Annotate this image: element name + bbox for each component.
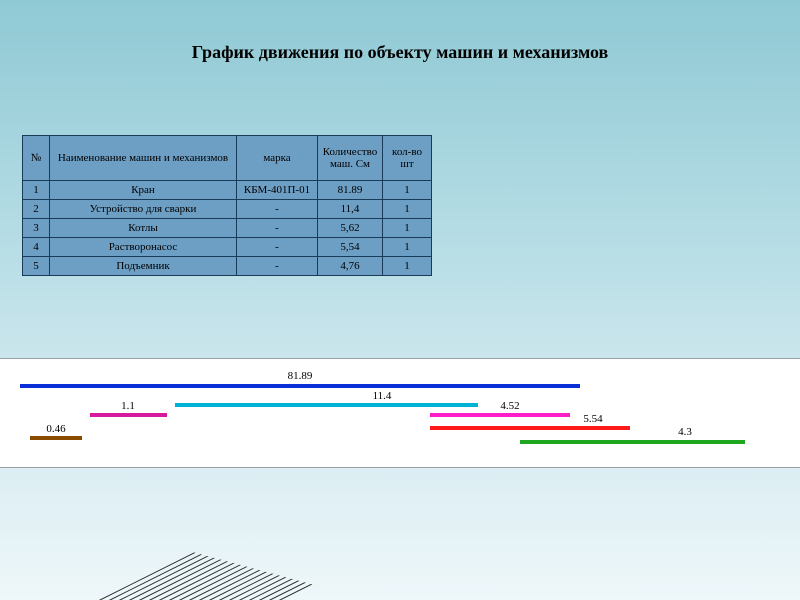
gantt-bar (90, 413, 167, 417)
cell-qty: 11,4 (318, 200, 383, 219)
cell-num: 3 (23, 219, 50, 238)
cell-cnt: 1 (383, 257, 432, 276)
gantt-bar-label: 4.3 (678, 426, 692, 438)
cell-mark: - (237, 200, 318, 219)
gantt-bar-label: 11.4 (373, 390, 392, 402)
cell-mark: КБМ-401П-01 (237, 181, 318, 200)
cell-cnt: 1 (383, 219, 432, 238)
cell-qty: 81.89 (318, 181, 383, 200)
gantt-bar-label: 5.54 (583, 413, 602, 425)
cell-mark: - (237, 219, 318, 238)
cell-num: 5 (23, 257, 50, 276)
table-row: 3 Котлы - 5,62 1 (23, 219, 432, 238)
cell-name: Подъемник (50, 257, 237, 276)
cell-mark: - (237, 257, 318, 276)
cell-num: 2 (23, 200, 50, 219)
cell-qty: 5,62 (318, 219, 383, 238)
cell-name: Устройство для сварки (50, 200, 237, 219)
corner-hatch (0, 500, 370, 600)
page-title: График движения по объекту машин и механ… (0, 42, 800, 63)
gantt-bar-label: 1.1 (121, 400, 135, 412)
gantt-bar-label: 4.52 (500, 400, 519, 412)
col-cnt: кол-во шт (383, 136, 432, 181)
table-row: 5 Подъемник - 4,76 1 (23, 257, 432, 276)
machines-table: № Наименование машин и механизмов марка … (22, 135, 432, 276)
col-qty: Количество маш. См (318, 136, 383, 181)
gantt-bar (30, 436, 82, 440)
table-row: 2 Устройство для сварки - 11,4 1 (23, 200, 432, 219)
table-header-row: № Наименование машин и механизмов марка … (23, 136, 432, 181)
cell-num: 4 (23, 238, 50, 257)
gantt-bar-label: 81.89 (288, 370, 313, 382)
gantt-bar (430, 426, 630, 430)
gantt-bar (175, 403, 478, 407)
cell-cnt: 1 (383, 200, 432, 219)
gantt-bar (430, 413, 570, 417)
cell-name: Растворонасос (50, 238, 237, 257)
chart-border (0, 358, 800, 359)
col-num: № (23, 136, 50, 181)
col-name: Наименование машин и механизмов (50, 136, 237, 181)
col-mark: марка (237, 136, 318, 181)
cell-name: Котлы (50, 219, 237, 238)
table-row: 1 Кран КБМ-401П-01 81.89 1 (23, 181, 432, 200)
cell-cnt: 1 (383, 238, 432, 257)
cell-mark: - (237, 238, 318, 257)
cell-qty: 4,76 (318, 257, 383, 276)
gantt-chart: 81.89 11.4 1.1 4.52 5.54 0.46 4.3 (0, 358, 800, 468)
chart-border (0, 467, 800, 468)
cell-qty: 5,54 (318, 238, 383, 257)
gantt-bar-label: 0.46 (46, 423, 65, 435)
cell-name: Кран (50, 181, 237, 200)
cell-cnt: 1 (383, 181, 432, 200)
table-row: 4 Растворонасос - 5,54 1 (23, 238, 432, 257)
cell-num: 1 (23, 181, 50, 200)
slide: График движения по объекту машин и механ… (0, 0, 800, 600)
gantt-bar (520, 440, 745, 444)
gantt-bar (20, 384, 580, 388)
